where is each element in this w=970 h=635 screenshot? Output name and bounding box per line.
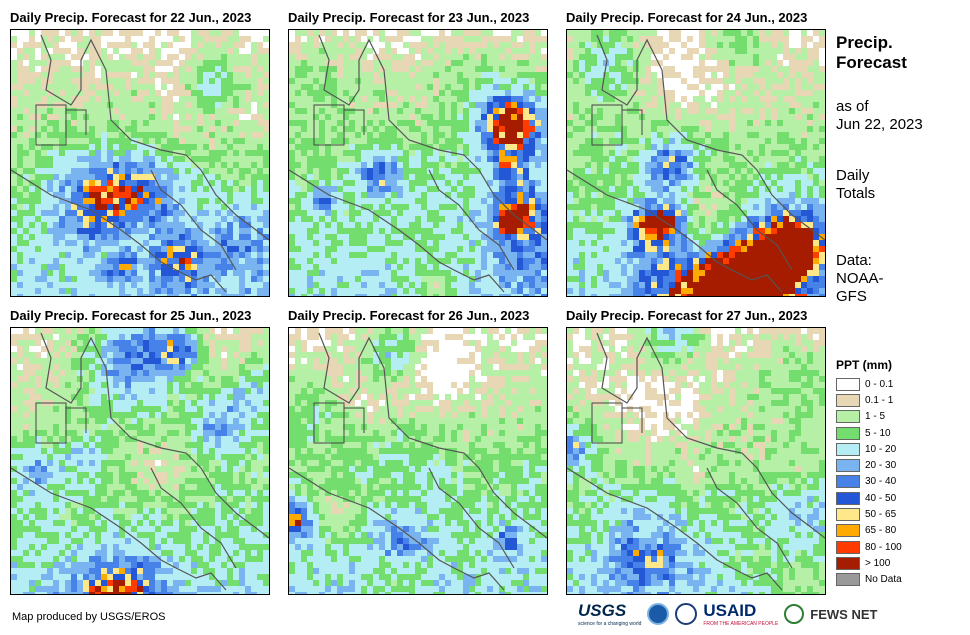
product-title: Precip. Forecast <box>836 33 907 72</box>
legend-label: No Data <box>865 574 902 586</box>
precip-raster <box>289 328 547 594</box>
country-border <box>313 104 365 146</box>
as-of-date: as of Jun 22, 2023 <box>836 98 923 133</box>
legend-label: 40 - 50 <box>865 492 897 504</box>
panel-title: Daily Precip. Forecast for 22 Jun., 2023 <box>10 10 252 25</box>
legend-label: 0 - 0.1 <box>865 378 894 390</box>
legend-swatch <box>836 459 860 473</box>
legend-row: 40 - 50 <box>836 490 902 506</box>
legend-row: No Data <box>836 572 902 588</box>
precip-map <box>288 327 548 595</box>
legend-row: 0 - 0.1 <box>836 376 902 392</box>
legend-row: 0.1 - 1 <box>836 392 902 408</box>
legend-label: > 100 <box>865 557 891 569</box>
legend-swatch <box>836 475 860 489</box>
legend-label: 30 - 40 <box>865 476 897 488</box>
legend: PPT (mm) 0 - 0.1 0.1 - 1 1 - 5 5 - 10 10 - 2… <box>836 358 902 588</box>
country-border <box>591 402 643 444</box>
fews-net-logo: FEWS NET <box>810 606 878 622</box>
noaa-logo-icon <box>647 603 670 625</box>
legend-swatch <box>836 377 860 391</box>
usgs-logo: USGS science for a changing world <box>578 601 642 627</box>
legend-swatch <box>836 491 860 505</box>
fews-net-icon <box>784 604 805 624</box>
legend-row: 10 - 20 <box>836 441 902 457</box>
legend-swatch <box>836 556 860 570</box>
legend-row: 65 - 80 <box>836 523 902 539</box>
panel-title: Daily Precip. Forecast for 25 Jun., 2023 <box>10 308 252 323</box>
coastline-borders <box>567 332 825 591</box>
coastline-borders <box>11 332 269 591</box>
legend-label: 20 - 30 <box>865 460 897 472</box>
legend-row: 20 - 30 <box>836 457 902 473</box>
legend-swatch <box>836 573 860 587</box>
country-border <box>35 402 87 444</box>
legend-row: 80 - 100 <box>836 539 902 555</box>
legend-label: 5 - 10 <box>865 427 891 439</box>
credit-text: Map produced by USGS/EROS <box>12 611 166 623</box>
coastline-borders <box>289 332 547 591</box>
usaid-seal-icon <box>675 603 698 625</box>
country-border <box>591 104 643 146</box>
precip-map <box>566 327 826 595</box>
legend-label: 0.1 - 1 <box>865 394 894 406</box>
country-border <box>313 402 365 444</box>
legend-label: 50 - 65 <box>865 509 897 521</box>
data-source: Data: NOAA- GFS <box>836 252 884 305</box>
coastline-borders <box>567 34 825 293</box>
country-border <box>35 104 87 146</box>
legend-swatch <box>836 508 860 522</box>
legend-label: 80 - 100 <box>865 541 902 553</box>
precip-map <box>288 29 548 297</box>
panel-title: Daily Precip. Forecast for 27 Jun., 2023 <box>566 308 808 323</box>
legend-label: 1 - 5 <box>865 411 886 423</box>
legend-label: 10 - 20 <box>865 443 897 455</box>
daily-totals-label: Daily Totals <box>836 167 876 202</box>
legend-row: 5 - 10 <box>836 425 902 441</box>
precip-raster <box>11 328 269 594</box>
legend-swatch <box>836 410 860 424</box>
panel-title: Daily Precip. Forecast for 24 Jun., 2023 <box>566 10 808 25</box>
legend-swatch <box>836 426 860 440</box>
precip-map <box>566 29 826 297</box>
legend-swatch <box>836 393 860 407</box>
legend-swatch <box>836 524 860 538</box>
coastline-borders <box>289 34 547 293</box>
legend-row: 1 - 5 <box>836 409 902 425</box>
legend-row: 50 - 65 <box>836 506 902 522</box>
coastline-borders <box>11 34 269 293</box>
precip-map <box>10 29 270 297</box>
panel-title: Daily Precip. Forecast for 26 Jun., 2023 <box>288 308 530 323</box>
usaid-logo: USAID FROM THE AMERICAN PEOPLE <box>703 601 779 627</box>
legend-swatch <box>836 442 860 456</box>
precip-map <box>10 327 270 595</box>
logo-bar: USGS science for a changing world USAID … <box>578 601 877 627</box>
legend-label: 65 - 80 <box>865 525 897 537</box>
legend-row: > 100 <box>836 555 902 571</box>
panel-title: Daily Precip. Forecast for 23 Jun., 2023 <box>288 10 530 25</box>
legend-swatch <box>836 540 860 554</box>
precip-raster <box>567 30 825 296</box>
legend-row: 30 - 40 <box>836 474 902 490</box>
precip-raster <box>567 328 825 594</box>
legend-title: PPT (mm) <box>836 358 893 372</box>
